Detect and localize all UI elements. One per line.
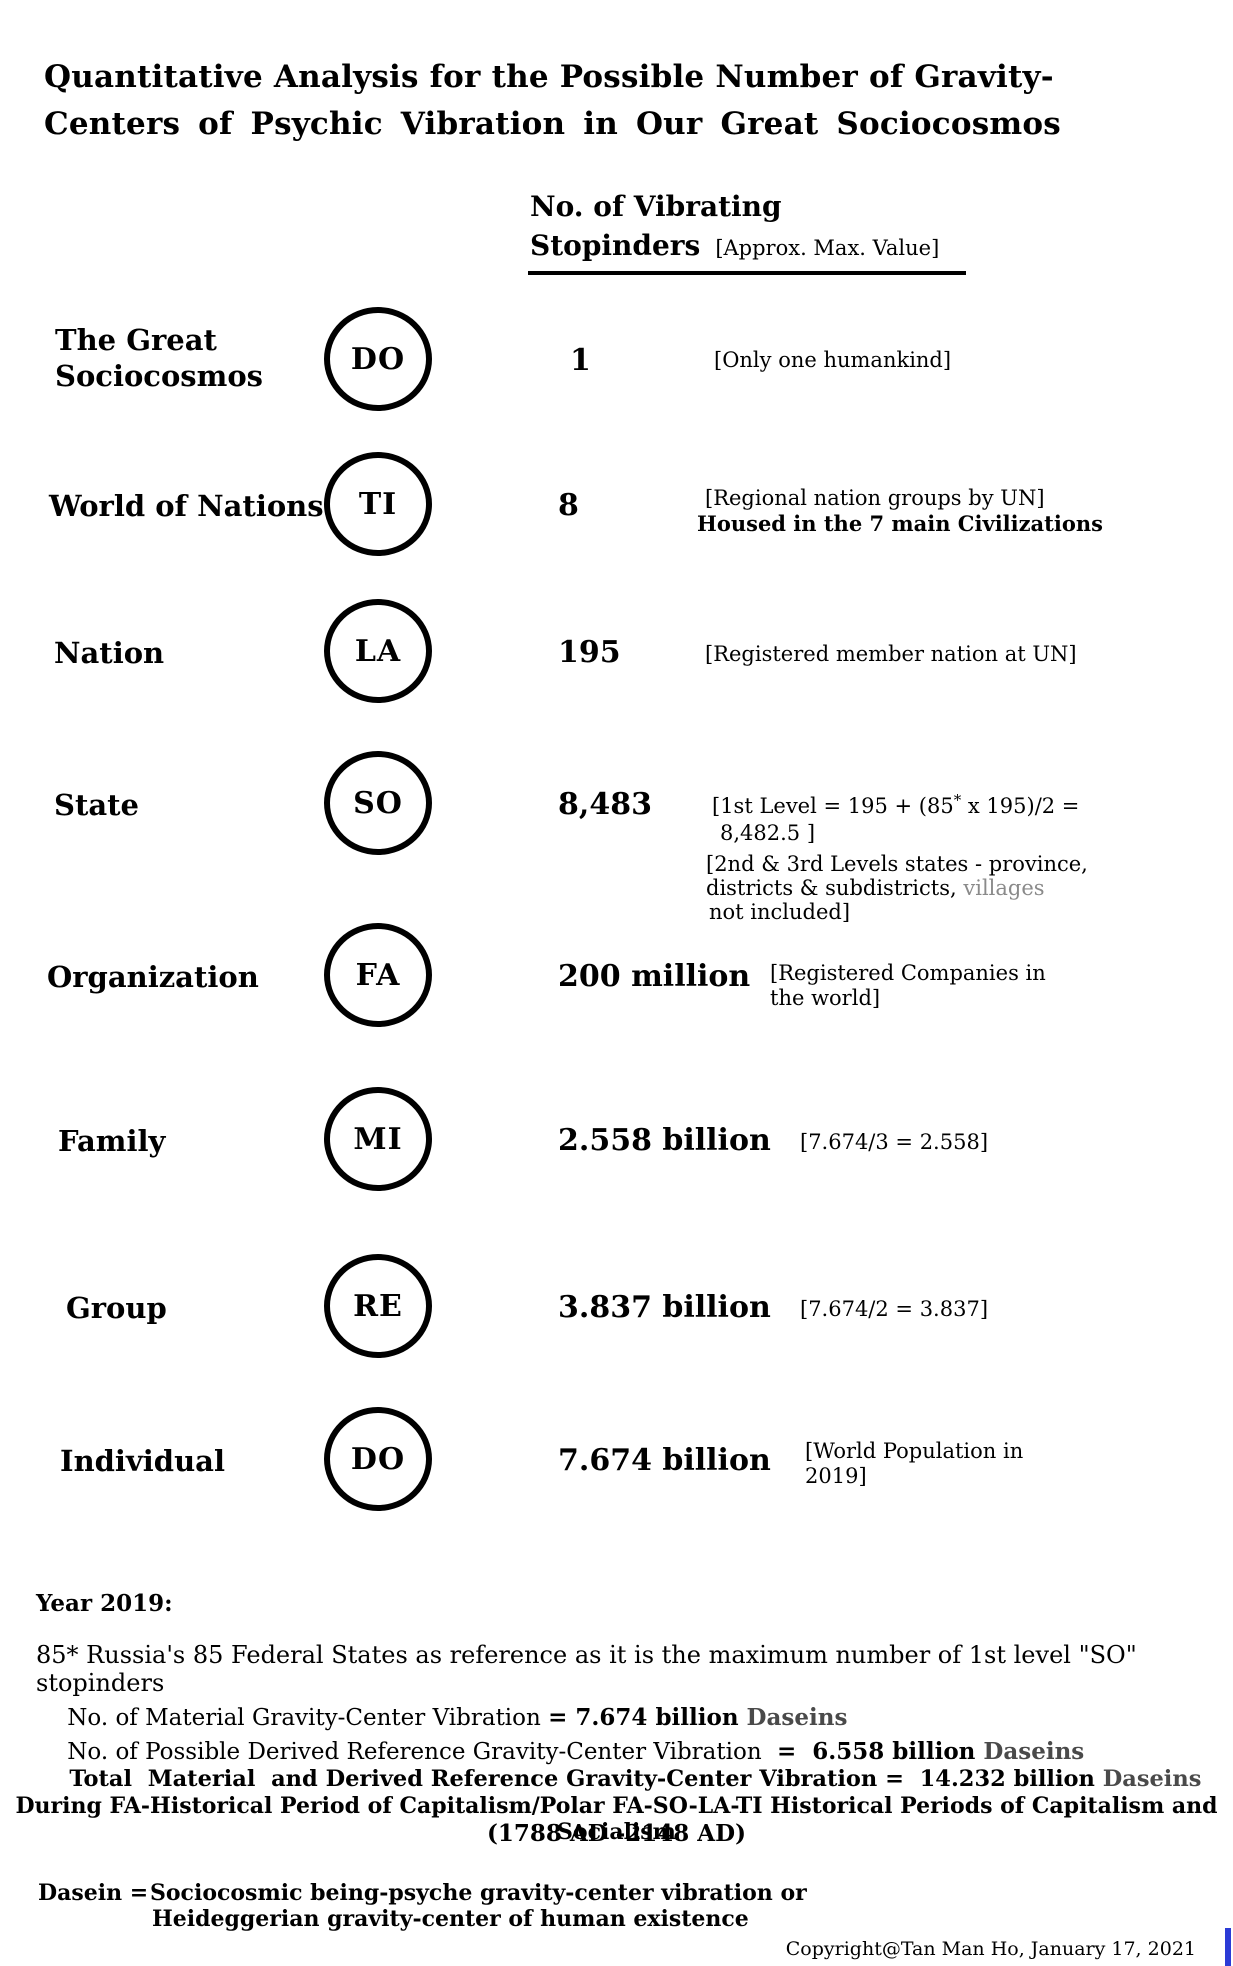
note-circle-la: LA bbox=[324, 599, 432, 703]
row-organization: Organization FA 200 million [Registered … bbox=[0, 923, 1233, 1035]
row-family: Family MI 2.558 billion [7.674/3 = 2.558… bbox=[0, 1087, 1233, 1199]
column-header-qualifier: [Approx. Max. Value] bbox=[715, 236, 940, 260]
footer-material-line: No. of Material Gravity-Center Vibration… bbox=[38, 1678, 847, 1757]
footer-derived-value: = 6.558 billion bbox=[768, 1738, 976, 1765]
footer-year-heading: Year 2019: bbox=[36, 1590, 173, 1617]
page-title: Quantitative Analysis for the Possible N… bbox=[44, 54, 1061, 148]
row-label: State bbox=[54, 788, 139, 822]
row-group: Group RE 3.837 billion [7.674/2 = 3.837] bbox=[0, 1254, 1233, 1366]
row-great-sociocosmos: The Great Sociocosmos DO 1 [Only one hum… bbox=[0, 307, 1233, 419]
row-annotation: [7.674/3 = 2.558] bbox=[800, 1130, 989, 1154]
footer-derived-label: No. of Possible Derived Reference Gravit… bbox=[67, 1739, 769, 1765]
state-formula-line2: 8,482.5 ] bbox=[720, 821, 816, 845]
row-annotation: [7.674/2 = 3.837] bbox=[800, 1297, 989, 1321]
column-header-line1: No. of Vibrating bbox=[530, 190, 782, 223]
state-note-line1: [2nd & 3rd Levels states - province, bbox=[706, 852, 1088, 876]
row-label-line1: The Great bbox=[55, 323, 217, 357]
note-circle-mi: MI bbox=[324, 1087, 432, 1191]
state-formula-line1: [1st Level = 195 + (85* x 195)/2 = bbox=[712, 787, 1088, 820]
note-label: RE bbox=[353, 1288, 403, 1324]
note-label: TI bbox=[358, 486, 398, 522]
note-label: DO bbox=[350, 1441, 406, 1477]
row-label: Individual bbox=[60, 1444, 225, 1478]
blue-edge-mark bbox=[1225, 1928, 1231, 1966]
footer-material-value: = 7.674 billion bbox=[548, 1704, 739, 1731]
row-annotation-line2: Housed in the 7 main Civilizations bbox=[697, 511, 1103, 536]
note-circle-fa: FA bbox=[324, 923, 432, 1027]
footer-period-line1: During FA-Historical Period of Capitalis… bbox=[15, 1793, 1218, 1845]
row-value: 200 million bbox=[558, 959, 751, 994]
column-header: No. of Vibrating Stopinders [Approx. Max… bbox=[530, 190, 939, 262]
row-nation: Nation LA 195 [Registered member nation … bbox=[0, 599, 1233, 711]
row-state: State SO 8,483 [1st Level = 195 + (85* x… bbox=[0, 751, 1233, 924]
note-circle-ti: TI bbox=[324, 452, 432, 556]
row-annotation: [Registered Companies in the world] bbox=[770, 961, 1046, 1010]
page-title-line2: Centers of Psychic Vibration in Our Grea… bbox=[44, 106, 1061, 142]
row-value: 1 bbox=[570, 343, 591, 378]
note-circle-re: RE bbox=[324, 1254, 432, 1358]
row-label: Nation bbox=[54, 636, 165, 670]
row-value: 8,483 bbox=[558, 787, 652, 822]
state-note-line3: not included] bbox=[709, 900, 851, 924]
footer-total-label: Total Material and Derived Reference Gra… bbox=[69, 1766, 912, 1792]
footer-material-label: No. of Material Gravity-Center Vibration bbox=[67, 1705, 549, 1731]
row-value: 2.558 billion bbox=[558, 1123, 771, 1158]
row-label: Organization bbox=[47, 960, 259, 994]
footer-material-unit: Daseins bbox=[738, 1704, 848, 1731]
note-circle-do-individual: DO bbox=[324, 1407, 432, 1511]
row-label: World of Nations bbox=[49, 489, 324, 523]
footer-dasein-def-line2: Heideggerian gravity-center of human exi… bbox=[152, 1906, 749, 1932]
row-value: 3.837 billion bbox=[558, 1290, 771, 1325]
row-annotation: [Only one humankind] bbox=[714, 348, 952, 372]
footer-total-unit: Daseins bbox=[1094, 1766, 1202, 1792]
footer-reference-note: 85* Russia's 85 Federal States as refere… bbox=[36, 1641, 1145, 1697]
note-circle-so: SO bbox=[324, 751, 432, 855]
row-individual: Individual DO 7.674 billion [World Popul… bbox=[0, 1407, 1233, 1519]
note-label: FA bbox=[355, 957, 401, 993]
note-label: SO bbox=[353, 785, 403, 821]
row-annotation: [1st Level = 195 + (85* x 195)/2 = 8,482… bbox=[706, 787, 1088, 924]
footer-dasein-definition: Sociocosmic being-psyche gravity-center … bbox=[150, 1880, 807, 1932]
footer-copyright: Copyright@Tan Man Ho, January 17, 2021 bbox=[785, 1938, 1196, 1960]
note-label: MI bbox=[353, 1121, 403, 1157]
row-annotation: [World Population in 2019] bbox=[805, 1439, 1024, 1488]
footer-derived-line: No. of Possible Derived Reference Gravit… bbox=[38, 1712, 1084, 1791]
row-value: 8 bbox=[558, 488, 579, 523]
row-label-line2: Sociocosmos bbox=[55, 359, 263, 393]
row-label: Group bbox=[66, 1291, 167, 1325]
state-note-line2b: villages bbox=[963, 876, 1045, 900]
column-header-underline bbox=[528, 271, 966, 275]
row-annotation: [Registered member nation at UN] bbox=[705, 642, 1077, 666]
page-title-line1: Quantitative Analysis for the Possible N… bbox=[44, 59, 1054, 95]
footer-dasein-term: Dasein = bbox=[38, 1880, 149, 1906]
row-annotation-line1: [Regional nation groups by UN] bbox=[705, 486, 1045, 510]
row-world-of-nations: World of Nations TI 8 [Regional nation g… bbox=[0, 452, 1233, 564]
footer-period-line2: (1788 AD -2148 AD) bbox=[487, 1820, 746, 1847]
state-note-block: [2nd & 3rd Levels states - province, dis… bbox=[706, 852, 1088, 924]
row-label: Family bbox=[58, 1124, 166, 1158]
state-formula-part2: x 195)/2 = bbox=[961, 794, 1080, 818]
note-circle-do: DO bbox=[324, 307, 432, 411]
note-label: DO bbox=[350, 341, 406, 377]
state-formula-asterisk: * bbox=[953, 791, 962, 809]
footer-total-value: 14.232 billion bbox=[911, 1766, 1095, 1792]
row-value: 195 bbox=[558, 635, 621, 670]
state-note-line2: districts & subdistricts, villages bbox=[706, 876, 1088, 900]
footer-total-line: Total Material and Derived Reference Gra… bbox=[38, 1740, 1201, 1818]
note-label: LA bbox=[354, 633, 402, 669]
footer-derived-unit: Daseins bbox=[975, 1738, 1085, 1765]
column-header-line2: Stopinders [Approx. Max. Value] bbox=[530, 229, 939, 262]
row-label: The Great Sociocosmos bbox=[55, 322, 263, 394]
row-value: 7.674 billion bbox=[558, 1443, 771, 1478]
state-formula-part1: [1st Level = 195 + (85 bbox=[712, 794, 954, 818]
state-note-line2a: districts & subdistricts, bbox=[706, 876, 964, 900]
footer-dasein-def-line1: Sociocosmic being-psyche gravity-center … bbox=[150, 1880, 807, 1906]
row-annotation: [Regional nation groups by UN] Housed in… bbox=[697, 485, 1103, 537]
column-header-stopinders: Stopinders bbox=[530, 229, 701, 262]
